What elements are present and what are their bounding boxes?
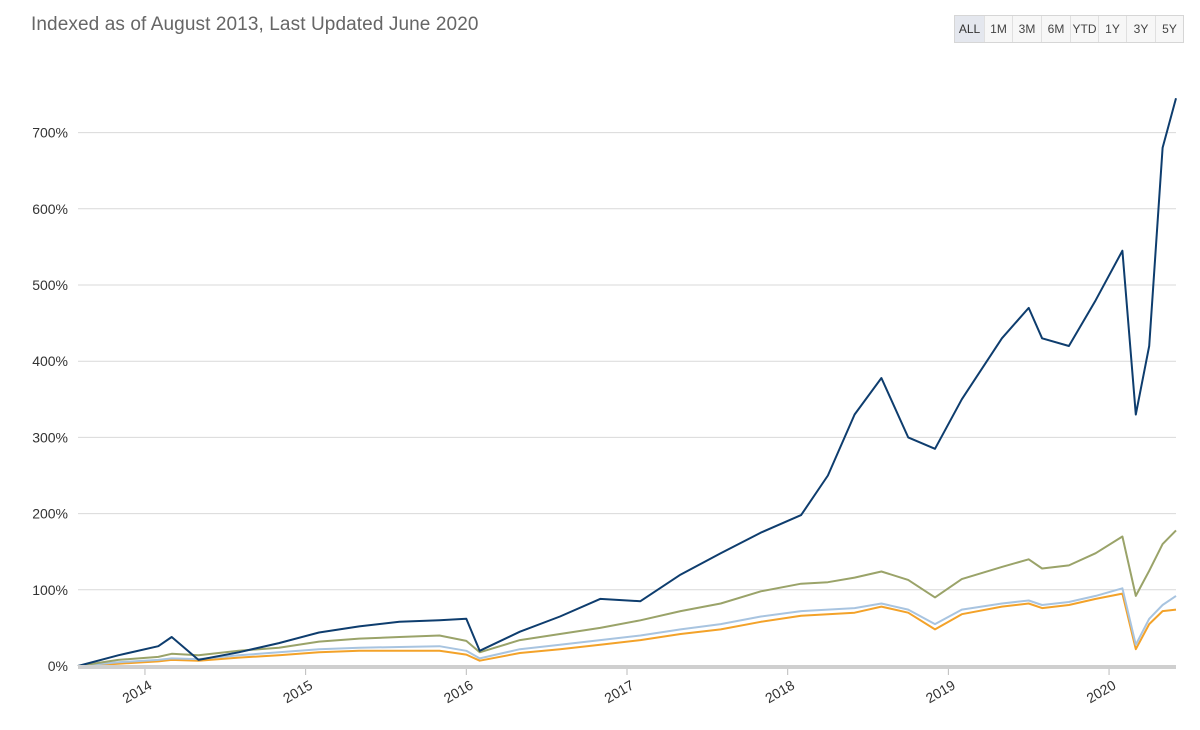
y-tick-label: 700% — [32, 125, 68, 141]
y-tick-label: 100% — [32, 582, 68, 598]
series-line-1 — [77, 98, 1177, 667]
range-selector: ALL 1M 3M 6M YTD 1Y 3Y 5Y — [954, 15, 1184, 43]
range-button-6m[interactable]: 6M — [1042, 16, 1071, 42]
range-button-1m[interactable]: 1M — [985, 16, 1013, 42]
y-tick-label: 400% — [32, 353, 68, 369]
y-tick-label: 0% — [48, 658, 68, 674]
y-tick-label: 600% — [32, 201, 68, 217]
y-axis-ticks: 0% 100% 200% 300% 400% 500% 600% 700% — [32, 125, 68, 674]
x-axis-baseline — [78, 665, 1176, 669]
range-button-all[interactable]: ALL — [955, 16, 985, 42]
x-tick-label: 2018 — [762, 677, 797, 707]
y-tick-label: 300% — [32, 429, 68, 445]
series-group — [77, 98, 1177, 667]
range-button-1y[interactable]: 1Y — [1099, 16, 1127, 42]
y-tick-label: 500% — [32, 277, 68, 293]
x-tick-label: 2017 — [602, 677, 637, 707]
grid-lines — [78, 132, 1176, 591]
chart-subtitle: Indexed as of August 2013, Last Updated … — [31, 14, 479, 35]
x-tick-label: 2014 — [119, 677, 154, 707]
x-tick-label: 2015 — [280, 677, 315, 707]
series-line-2 — [77, 529, 1177, 667]
y-tick-label: 200% — [32, 506, 68, 522]
range-button-3m[interactable]: 3M — [1013, 16, 1042, 42]
range-button-ytd[interactable]: YTD — [1071, 16, 1099, 42]
range-button-5y[interactable]: 5Y — [1162, 22, 1177, 36]
x-tick-label: 2016 — [441, 677, 476, 707]
series-line-3 — [77, 587, 1177, 667]
x-axis-ticks: 2014 2015 2016 2017 2018 2019 2020 — [119, 669, 1119, 707]
range-button-3y[interactable]: 3Y — [1127, 16, 1156, 42]
x-tick-label: 2020 — [1084, 677, 1119, 707]
series-line-4 — [77, 592, 1177, 667]
x-tick-label: 2019 — [923, 677, 958, 707]
